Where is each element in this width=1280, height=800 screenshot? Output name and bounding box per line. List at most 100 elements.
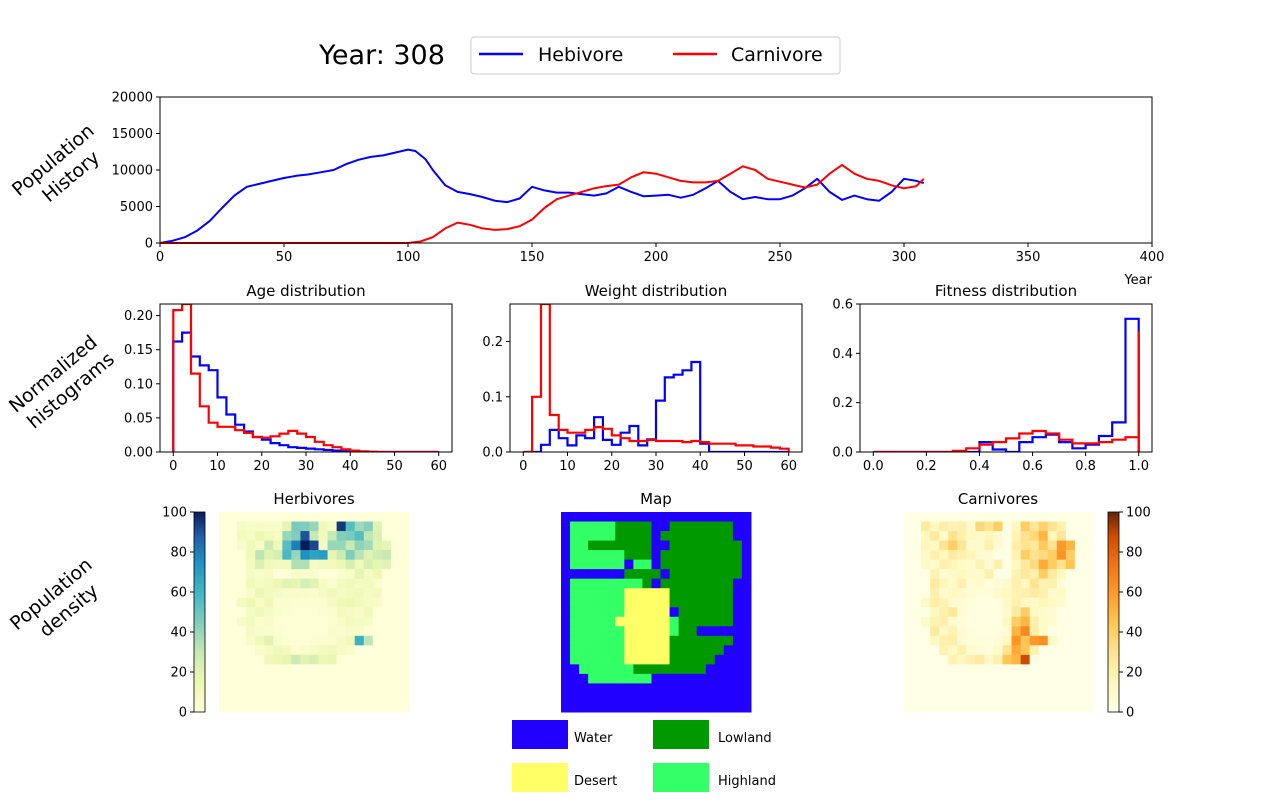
map-cell <box>732 645 743 656</box>
heatmap-cell <box>318 569 329 580</box>
map-cell <box>615 550 625 561</box>
heatmap-cell <box>237 616 247 627</box>
heatmap-cell <box>1029 673 1040 684</box>
heatmap-cell <box>318 664 329 675</box>
heatmap-cell <box>903 578 913 589</box>
map-cell <box>579 626 589 637</box>
map-cell <box>597 635 607 646</box>
heatmap-cell <box>327 645 338 656</box>
heatmap-cell <box>363 702 374 713</box>
heatmap-cell <box>399 578 410 589</box>
heatmap-cell <box>264 673 274 684</box>
heatmap-cell <box>1038 588 1049 599</box>
heatmap-cell <box>939 540 949 551</box>
heatmap-cell <box>939 702 949 713</box>
heatmap-cell <box>246 540 256 551</box>
map-cell <box>651 540 662 551</box>
heatmap-cell <box>354 597 365 608</box>
heatmap-cell <box>912 512 922 523</box>
x-tick-label: 50 <box>276 250 293 265</box>
heatmap-cell <box>930 531 940 542</box>
map-cell <box>714 673 725 684</box>
heatmap-cell <box>399 521 410 532</box>
map-cell <box>732 616 743 627</box>
heatmap-cell <box>291 683 301 694</box>
heatmap-cell <box>246 702 256 713</box>
map-cell <box>642 578 652 589</box>
map-cell <box>714 626 725 637</box>
heatmap-cell <box>1002 635 1013 646</box>
heatmap-cell <box>255 645 265 656</box>
heatmap-cell <box>912 588 922 599</box>
map-cell <box>696 578 707 589</box>
heatmap-cell <box>975 512 985 523</box>
map-cell <box>588 645 598 656</box>
heatmap-cell <box>336 645 347 656</box>
heatmap-cell <box>912 702 922 713</box>
heatmap-cell <box>1038 607 1049 618</box>
map-cell <box>642 512 652 523</box>
heatmap-cell <box>372 702 383 713</box>
map-cell <box>561 588 571 599</box>
heatmap-cell <box>1056 616 1067 627</box>
heatmap-cell <box>255 521 265 532</box>
heatmap-cell <box>390 635 401 646</box>
heatmap-cell <box>381 550 392 561</box>
map-cell <box>606 550 616 561</box>
x-tick-label: 0 <box>156 250 164 265</box>
map-cell <box>741 645 752 656</box>
map-cell <box>660 521 671 532</box>
x-tick-label: 50 <box>386 459 403 474</box>
heatmap-cell <box>984 578 994 589</box>
heatmap-cell <box>300 588 310 599</box>
heatmap-cell <box>363 588 374 599</box>
heatmap-cell <box>966 683 976 694</box>
heatmap-cell <box>255 635 265 646</box>
map-cell <box>588 578 598 589</box>
map-cell <box>660 654 671 665</box>
map-cell <box>606 626 616 637</box>
heatmap-cell <box>1083 521 1094 532</box>
heatmap-cell <box>336 607 347 618</box>
map-cell <box>723 692 734 703</box>
heatmap-cell <box>1011 626 1022 637</box>
heatmap-cell <box>264 578 274 589</box>
map-cell <box>624 664 634 675</box>
map-cell <box>678 569 689 580</box>
map-cell <box>741 626 752 637</box>
map-cell <box>579 692 589 703</box>
heatmap-cell <box>255 692 265 703</box>
heatmap-cell <box>1065 616 1076 627</box>
heatmap-cell <box>966 578 976 589</box>
map-cell <box>696 531 707 542</box>
heatmap-cell <box>363 607 374 618</box>
heatmap-cell <box>273 692 283 703</box>
heatmap-cell <box>273 664 283 675</box>
map-cell <box>705 512 716 523</box>
heatmap-cell <box>1002 626 1013 637</box>
map-cell <box>624 692 634 703</box>
heatmap-cell <box>399 673 410 684</box>
heatmap-cell <box>1020 645 1031 656</box>
map-cell <box>723 550 734 561</box>
heatmap-cell <box>273 597 283 608</box>
map-cell <box>561 635 571 646</box>
heatmap-cell <box>1002 607 1013 618</box>
y-tick-label: 0.10 <box>124 377 153 392</box>
heatmap-cell <box>318 578 329 589</box>
heatmap-cell <box>1047 654 1058 665</box>
map-cell <box>723 635 734 646</box>
map-cell <box>561 559 571 570</box>
y-tick-label: 20000 <box>112 91 153 106</box>
heatmap-cell <box>1002 673 1013 684</box>
map-cell <box>741 588 752 599</box>
map-cell <box>732 578 743 589</box>
heatmap-cell <box>1002 578 1013 589</box>
map-cell <box>669 683 680 694</box>
heatmap-cell <box>1002 531 1013 542</box>
heatmap-cell <box>939 626 949 637</box>
map-cell <box>669 512 680 523</box>
heatmap-cell <box>966 616 976 627</box>
heatmap-cell <box>372 616 383 627</box>
map-cell <box>615 626 625 637</box>
